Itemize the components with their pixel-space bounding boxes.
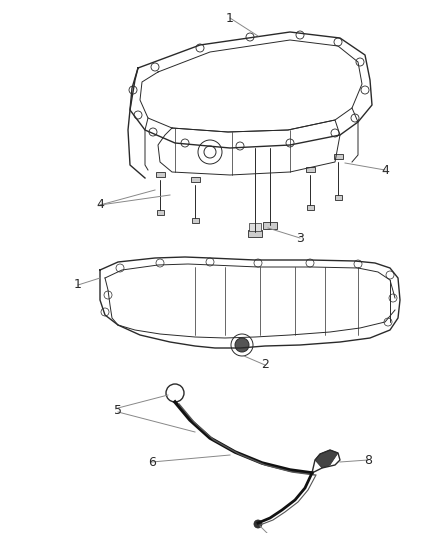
Polygon shape (315, 450, 338, 468)
Circle shape (254, 520, 262, 528)
Bar (263, 222, 277, 229)
Bar (249, 223, 261, 231)
Text: 7: 7 (268, 531, 276, 533)
Circle shape (235, 338, 249, 352)
Text: 4: 4 (96, 198, 104, 212)
Text: 2: 2 (261, 359, 269, 372)
Text: 3: 3 (296, 231, 304, 245)
Bar (335, 195, 342, 200)
Bar (306, 167, 315, 172)
Text: 4: 4 (381, 164, 389, 176)
Bar (192, 218, 199, 223)
Bar (157, 210, 164, 215)
Bar (191, 177, 200, 182)
Bar (334, 154, 343, 159)
Bar (248, 230, 262, 237)
Text: 1: 1 (74, 279, 82, 292)
Text: 8: 8 (364, 454, 372, 466)
Text: 6: 6 (148, 456, 156, 469)
Bar (156, 172, 165, 177)
Bar (307, 205, 314, 210)
Text: 5: 5 (114, 403, 122, 416)
Text: 1: 1 (226, 12, 234, 25)
